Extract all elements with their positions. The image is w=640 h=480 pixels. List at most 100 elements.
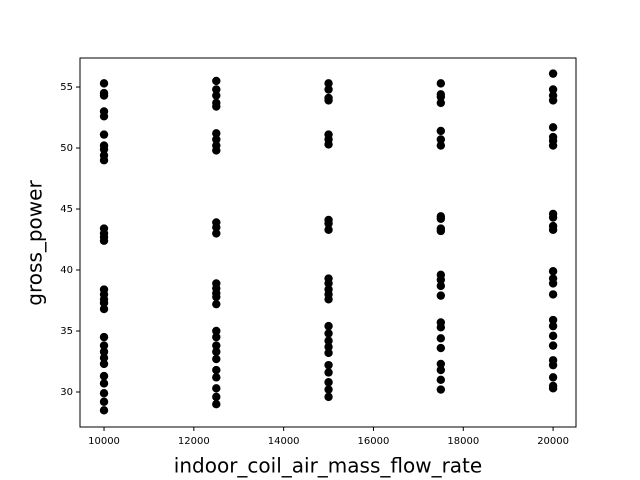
point [324, 225, 333, 234]
point [548, 384, 558, 393]
point [99, 332, 109, 342]
point [436, 385, 446, 394]
point [548, 96, 558, 105]
point [436, 135, 446, 144]
point [548, 141, 558, 150]
point [548, 321, 558, 331]
point [212, 341, 221, 350]
point [324, 385, 333, 394]
point [548, 331, 558, 341]
plot-frame [79, 57, 577, 428]
point [212, 102, 221, 111]
point [212, 326, 221, 336]
point [324, 378, 333, 387]
point [212, 354, 221, 364]
point [324, 79, 333, 88]
x-axis-label: indoor_coil_air_mass_flow_rate [174, 454, 482, 478]
point [212, 135, 221, 144]
point [212, 373, 221, 382]
point [212, 85, 221, 94]
point [212, 129, 221, 138]
point [212, 292, 221, 302]
point [324, 295, 333, 304]
x-tick-label: 12000 [178, 436, 210, 447]
point [548, 373, 558, 382]
point [324, 392, 333, 402]
point [436, 323, 446, 332]
point [548, 85, 558, 94]
point [436, 334, 446, 343]
point [99, 341, 109, 350]
point [324, 219, 333, 228]
point [324, 85, 333, 94]
point [548, 360, 558, 370]
point [99, 371, 109, 381]
point [212, 399, 221, 409]
point [212, 365, 221, 375]
point [99, 236, 109, 245]
point [436, 141, 446, 150]
point [436, 343, 446, 353]
point [212, 223, 221, 232]
point [548, 267, 558, 276]
point [436, 79, 446, 88]
point [99, 379, 109, 388]
y-axis-label: gross_power [23, 180, 47, 306]
y-tick-label: 40 [60, 265, 73, 276]
point [212, 91, 221, 100]
point [436, 281, 446, 291]
point [324, 368, 333, 377]
point [99, 389, 109, 398]
point [436, 365, 446, 375]
point [548, 213, 558, 222]
point [99, 406, 109, 415]
point [548, 69, 558, 78]
point [99, 397, 109, 406]
x-tick-label: 14000 [268, 436, 300, 447]
point [324, 96, 333, 105]
point [548, 279, 558, 288]
point [548, 123, 558, 132]
point [99, 347, 109, 356]
x-tick-label: 16000 [358, 436, 390, 447]
point [436, 98, 446, 108]
point [436, 126, 446, 136]
point [99, 359, 109, 369]
point [99, 156, 109, 165]
x-tick-label: 20000 [537, 436, 569, 447]
point [436, 214, 446, 223]
point [212, 332, 221, 342]
point [212, 146, 221, 155]
x-tick-label: 18000 [447, 436, 479, 447]
point [436, 226, 446, 236]
point [436, 275, 446, 284]
point [548, 225, 558, 234]
point [99, 298, 109, 308]
point [212, 347, 221, 356]
point [212, 299, 221, 309]
y-tick-label: 45 [60, 204, 73, 215]
point [436, 375, 446, 384]
point [212, 384, 221, 393]
point [99, 353, 109, 363]
point [436, 92, 446, 101]
point [99, 79, 109, 88]
point [99, 130, 109, 139]
point [99, 112, 109, 121]
point [324, 329, 333, 338]
point [436, 359, 446, 369]
point [548, 341, 558, 350]
point [324, 342, 333, 352]
point [324, 321, 333, 331]
point [324, 360, 333, 370]
point [548, 315, 558, 325]
point [212, 76, 221, 86]
point [324, 140, 333, 149]
y-tick-label: 30 [60, 387, 73, 398]
point [548, 290, 558, 299]
x-tick-label: 10000 [88, 436, 120, 447]
point [324, 348, 333, 358]
point [212, 229, 221, 238]
point [99, 91, 109, 100]
